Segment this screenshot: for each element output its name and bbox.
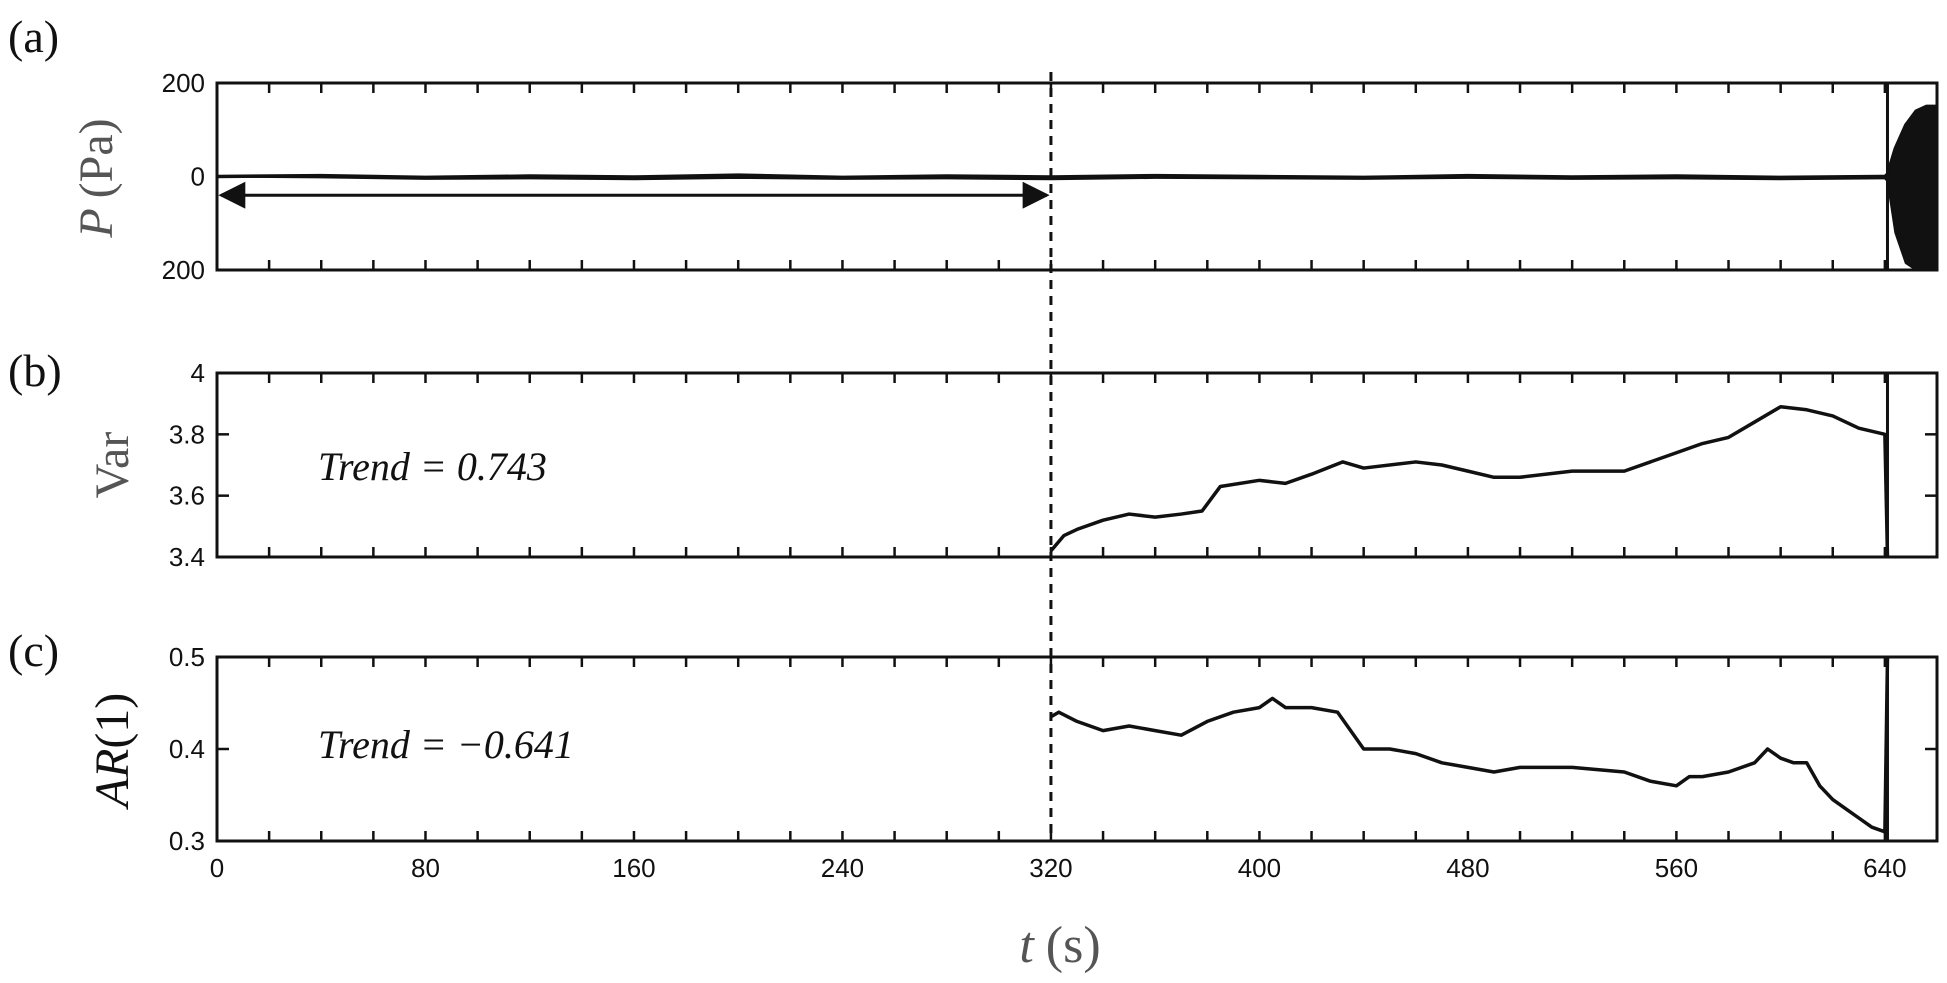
x-label-unit-s: (s) — [1046, 917, 1101, 974]
panel-b-plot-area — [1049, 373, 1890, 558]
y-label-variable-ar: AR — [86, 749, 139, 811]
series-line — [216, 104, 1937, 180]
y-tick-label: 3.8 — [169, 419, 205, 449]
panel-a-label: (a) — [8, 11, 59, 62]
series-line — [1049, 404, 1890, 558]
panel-a-y-label: P (Pa) — [70, 118, 123, 238]
x-tick-label: 80 — [411, 853, 440, 883]
panel-b-y-ticks: 4 3.8 3.6 3.4 — [169, 358, 1937, 572]
y-tick-label: 4 — [191, 358, 205, 388]
panel-b-label: (b) — [8, 345, 62, 396]
panel-a-x-tick-marks — [267, 83, 1887, 270]
x-label-variable-t: t — [1019, 917, 1035, 974]
x-tick-label: 400 — [1238, 853, 1281, 883]
y-tick-label: 0.3 — [169, 826, 205, 856]
panel-a-plot-area — [216, 83, 1938, 271]
y-tick-label: 0.5 — [169, 642, 205, 672]
x-tick-label: 560 — [1655, 853, 1698, 883]
x-axis-label: t (s) — [1019, 917, 1100, 974]
y-label-unit-pa: (Pa) — [70, 118, 123, 198]
panel-c-plot-area — [1050, 656, 1890, 841]
x-tick-label: 480 — [1446, 853, 1489, 883]
panel-b-x-tick-marks — [267, 373, 1887, 557]
panel-a-pressure: (a) 200 0 200 P (Pa) — [8, 11, 1939, 285]
panel-c-label: (c) — [8, 625, 59, 676]
y-tick-label: 0 — [191, 162, 205, 192]
x-tick-label: 320 — [1029, 853, 1072, 883]
panel-c-y-label: AR(1) — [86, 693, 139, 811]
y-tick-label: 200 — [162, 255, 205, 285]
panel-b-trend-annotation: Trend = 0.743 — [318, 444, 547, 489]
y-tick-label: 3.6 — [169, 481, 205, 511]
panel-c-y-ticks: 0.5 0.4 0.3 — [169, 642, 1937, 856]
panel-c-autocorrelation: (c) 0.5 0.4 0.3 0 80 160 240 320 400 480 560 640 A… — [8, 625, 1939, 883]
y-tick-label: 3.4 — [169, 542, 205, 572]
panel-c-trend-annotation: Trend = −0.641 — [318, 722, 574, 767]
x-tick-label: 640 — [1863, 853, 1906, 883]
y-label-argument: (1) — [86, 693, 139, 749]
y-label-variable-p: P — [70, 208, 123, 238]
y-tick-label: 200 — [162, 68, 205, 98]
x-tick-label: 0 — [210, 853, 224, 883]
panel-c-x-ticks: 0 80 160 240 320 400 480 560 640 — [210, 657, 1907, 883]
series-band — [216, 105, 1938, 271]
panel-b-frame — [215, 371, 1939, 559]
annotation-overlay — [218, 72, 1053, 841]
y-tick-label: 0.4 — [169, 734, 205, 764]
panel-b-variance: (b) 4 3.8 3.6 3.4 Var Trend = 0.743 — [8, 345, 1939, 572]
x-tick-label: 160 — [612, 853, 655, 883]
x-tick-label: 240 — [821, 853, 864, 883]
panel-b-y-label: Var — [86, 432, 139, 499]
series-line — [1050, 656, 1890, 834]
